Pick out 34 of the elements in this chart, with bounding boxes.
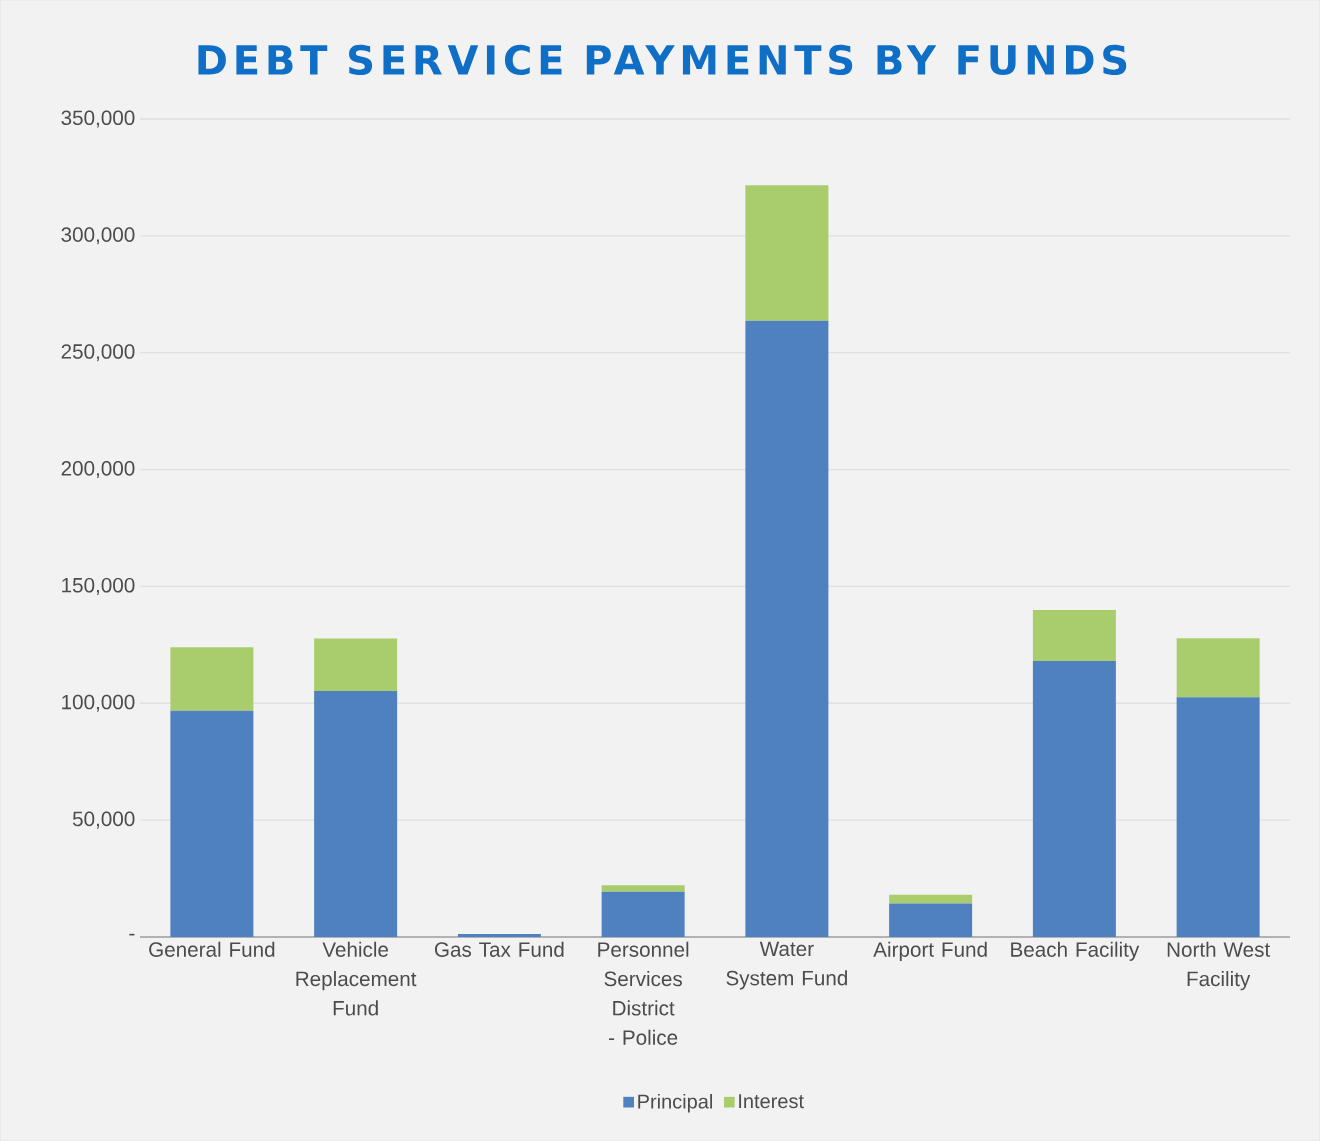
x-tick-label: Gas Tax Fund (434, 941, 564, 957)
bar (1176, 697, 1260, 937)
bar (314, 690, 398, 937)
y-tick-label: - (129, 933, 135, 936)
bar (889, 894, 973, 904)
legend-label: Principal (638, 1093, 712, 1113)
bar (601, 891, 685, 937)
x-tick-label: Airport Fund (873, 941, 987, 961)
bar (1176, 638, 1260, 698)
y-tick-label: 300,000 (61, 227, 135, 245)
bar (889, 903, 973, 937)
x-tick-label: Vehicle Replacement Fund (296, 941, 417, 1016)
x-tick-label: Water System Fund (726, 941, 847, 990)
y-tick-label: 50,000 (72, 811, 135, 829)
x-tick-label: North West Facility (1167, 941, 1271, 991)
bar (745, 320, 829, 937)
bar (170, 710, 254, 937)
bar (1032, 660, 1116, 937)
bar (314, 638, 398, 691)
y-tick-label: 250,000 (61, 344, 135, 362)
y-tick-label: 100,000 (62, 694, 135, 712)
x-tick-label: General Fund (149, 941, 275, 957)
bar (745, 185, 829, 321)
y-tick-label: 200,000 (61, 461, 135, 479)
y-tick-label: 350,000 (61, 110, 135, 128)
legend-label: Interest (739, 1094, 804, 1109)
chart-title: DEBT SERVICE PAYMENTS BY FUNDS (198, 44, 1127, 76)
y-tick-label: 150,000 (62, 577, 135, 595)
bar (170, 647, 254, 711)
bar (1032, 610, 1116, 661)
bar (457, 933, 541, 937)
x-tick-label: Personnel Services District - Police (598, 941, 689, 1045)
bar (601, 885, 685, 892)
x-tick-label: Beach Facility (1011, 941, 1140, 961)
